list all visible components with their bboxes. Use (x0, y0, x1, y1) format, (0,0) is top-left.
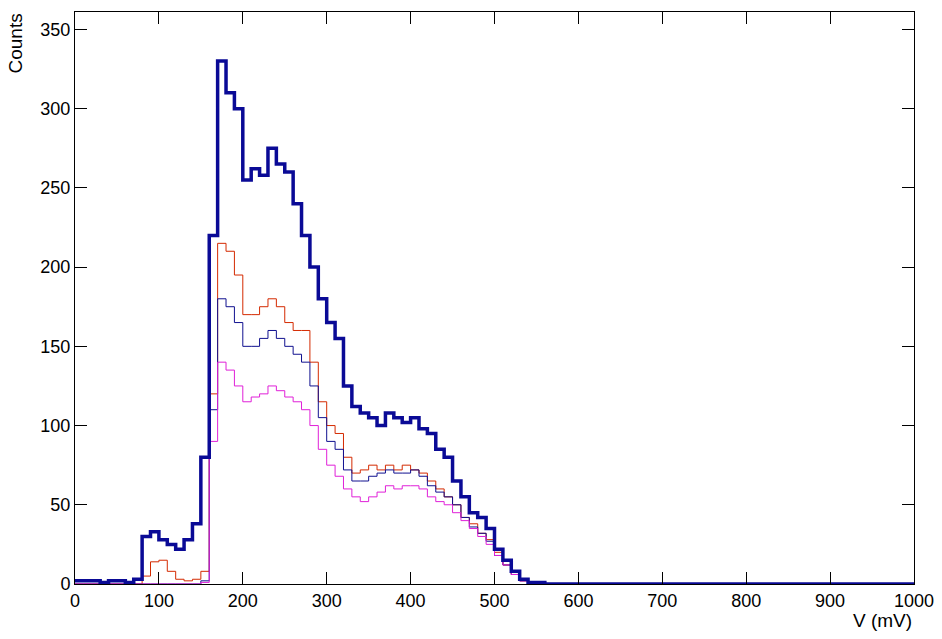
svg-text:Counts: Counts (5, 13, 26, 73)
svg-text:700: 700 (647, 591, 677, 611)
svg-text:100: 100 (144, 591, 174, 611)
svg-text:250: 250 (40, 178, 70, 198)
svg-text:0: 0 (70, 591, 80, 611)
svg-text:600: 600 (563, 591, 593, 611)
svg-text:500: 500 (479, 591, 509, 611)
svg-text:800: 800 (731, 591, 761, 611)
svg-text:200: 200 (228, 591, 258, 611)
svg-text:900: 900 (815, 591, 845, 611)
svg-text:200: 200 (40, 257, 70, 277)
svg-text:V (mV): V (mV) (853, 610, 912, 631)
svg-text:400: 400 (396, 591, 426, 611)
svg-text:300: 300 (312, 591, 342, 611)
svg-text:1000: 1000 (894, 591, 934, 611)
svg-text:150: 150 (40, 337, 70, 357)
svg-text:300: 300 (40, 99, 70, 119)
svg-text:0: 0 (60, 574, 70, 594)
svg-text:50: 50 (50, 495, 70, 515)
svg-text:100: 100 (40, 416, 70, 436)
svg-text:350: 350 (40, 20, 70, 40)
